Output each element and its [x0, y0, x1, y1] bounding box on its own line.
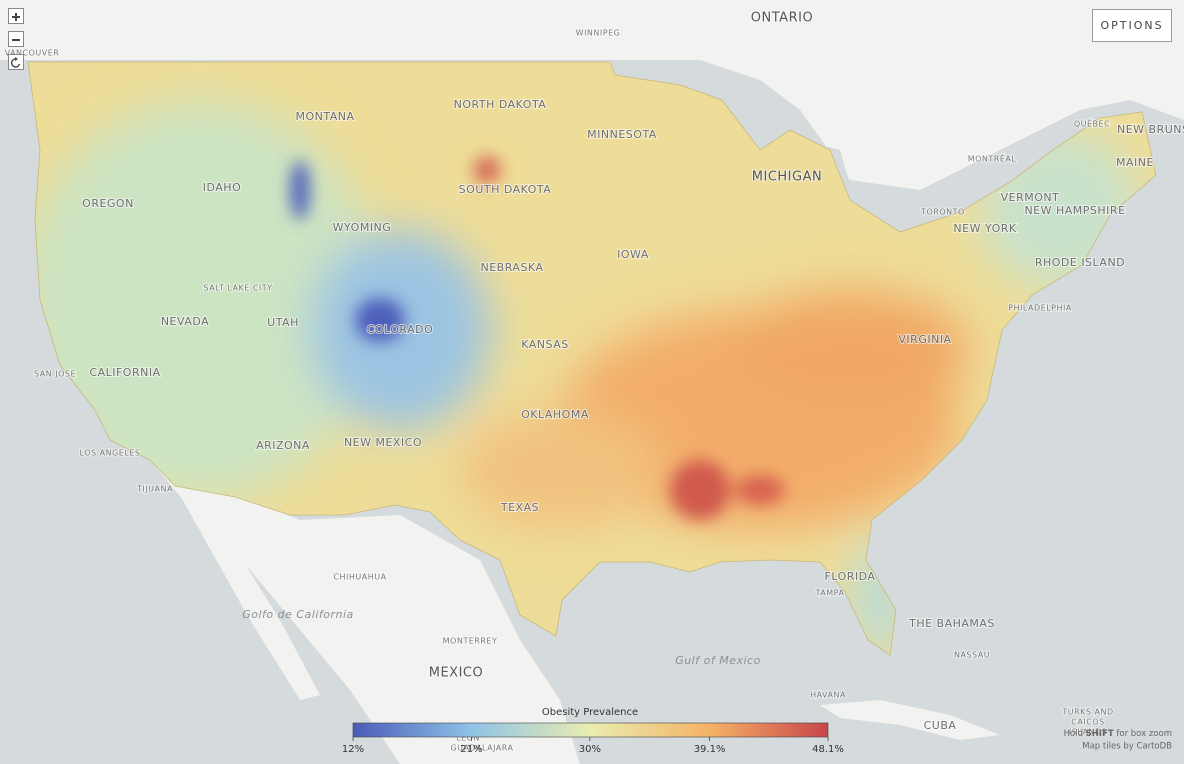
place-label: HAVANA [810, 691, 846, 700]
place-label: Golfo de California [242, 608, 354, 621]
us-outline [27, 61, 1157, 656]
place-label: VANCOUVER [5, 49, 60, 58]
place-label: IOWA [617, 248, 649, 261]
place-label: NORTH DAKOTA [454, 98, 547, 111]
place-label: TAMPA [815, 589, 845, 598]
place-label: MICHIGAN [752, 170, 822, 185]
land-north [0, 0, 1184, 190]
zoom-out-button[interactable] [8, 31, 24, 47]
place-label: VIRGINIA [898, 333, 951, 346]
place-label: NEW BRUNSWICK [1117, 123, 1184, 136]
place-label: MINNESOTA [587, 128, 657, 141]
baja [175, 486, 320, 700]
place-label: TEXAS [500, 501, 539, 514]
place-label: ISLANDS [1069, 728, 1107, 737]
place-label: OKLAHOMA [521, 408, 589, 421]
place-label: TORONTO [920, 208, 965, 217]
place-label: MONTRÉAL [968, 153, 1017, 164]
place-label: MONTERREY [443, 637, 498, 646]
zoom-out-icon [12, 39, 20, 41]
place-label: VERMONT [1001, 191, 1060, 204]
legend-tick-label: 21% [460, 744, 482, 755]
place-label: TIJUANA [136, 485, 173, 494]
legend: Obesity Prevalence 12% 21% 30% 39.1% 48.1% [342, 707, 844, 755]
place-label: SALT LAKE CITY [203, 284, 272, 293]
place-label: OREGON [82, 197, 134, 210]
attribution-hint: Hold SHIFT for box zoom [1064, 729, 1172, 739]
place-label: COLORADO [367, 323, 434, 336]
place-label: NEW YORK [953, 222, 1016, 235]
place-label: THE BAHAMAS [908, 617, 995, 630]
place-label: SOUTH DAKOTA [459, 183, 552, 196]
place-label: CAICOS [1071, 718, 1104, 727]
place-label: KANSAS [521, 338, 568, 351]
place-label: FLORIDA [825, 570, 876, 583]
attribution-tiles: Map tiles by CartoDB [1082, 742, 1172, 752]
place-label: CALIFORNIA [89, 366, 160, 379]
zoom-in-button[interactable] [8, 8, 24, 24]
place-label: NEVADA [161, 315, 209, 328]
place-label: ARIZONA [256, 439, 310, 452]
place-label: NEW MEXICO [344, 436, 422, 449]
zoom-in-icon [12, 13, 20, 21]
place-label: NEBRASKA [481, 261, 544, 274]
place-label: SAN JOSE [34, 370, 76, 379]
place-label: WYOMING [333, 221, 392, 234]
place-label: CUBA [924, 719, 957, 732]
place-label: QUÉBEC [1074, 118, 1110, 129]
place-label: ONTARIO [751, 11, 813, 26]
place-label: WINNIPEG [576, 29, 621, 38]
place-label: NEW HAMPSHIRE [1024, 204, 1125, 217]
place-label: RHODE ISLAND [1035, 256, 1125, 269]
reset-icon [10, 57, 21, 68]
place-label: MAINE [1116, 156, 1154, 169]
legend-tick-label: 30% [579, 744, 601, 755]
hint-key: SHIFT [1086, 729, 1114, 739]
legend-tick-label: 39.1% [694, 744, 726, 755]
place-label: MEXICO [429, 666, 483, 681]
place-label: CHIHUAHUA [333, 573, 386, 582]
legend-title: Obesity Prevalence [542, 707, 638, 718]
reset-button[interactable] [8, 54, 24, 70]
land-south [150, 460, 580, 764]
place-label: GUADALAJARA [450, 744, 513, 753]
place-label: UTAH [267, 316, 299, 329]
legend-tick-label: 12% [342, 744, 364, 755]
place-label: MONTANA [295, 110, 354, 123]
place-label: IDAHO [203, 181, 241, 194]
legend-tick-label: 48.1% [812, 744, 844, 755]
options-button[interactable]: OPTIONS [1092, 9, 1172, 42]
place-label: LEON [456, 734, 480, 743]
hint-text: Hold [1064, 729, 1083, 739]
place-label: TURKS AND [1061, 708, 1113, 717]
place-label: Gulf of Mexico [675, 654, 761, 667]
place-label: PHILADELPHIA [1008, 304, 1072, 313]
cuba [820, 700, 1000, 740]
place-label: NASSAU [954, 651, 990, 660]
hint-text: for box zoom [1116, 729, 1172, 739]
place-labels: ONTARIO WINNIPEG NORTH DAKOTA MONTANA MI… [4, 10, 1184, 754]
place-label: LOS ANGELES [80, 449, 141, 458]
legend-colorbar [352, 722, 829, 738]
